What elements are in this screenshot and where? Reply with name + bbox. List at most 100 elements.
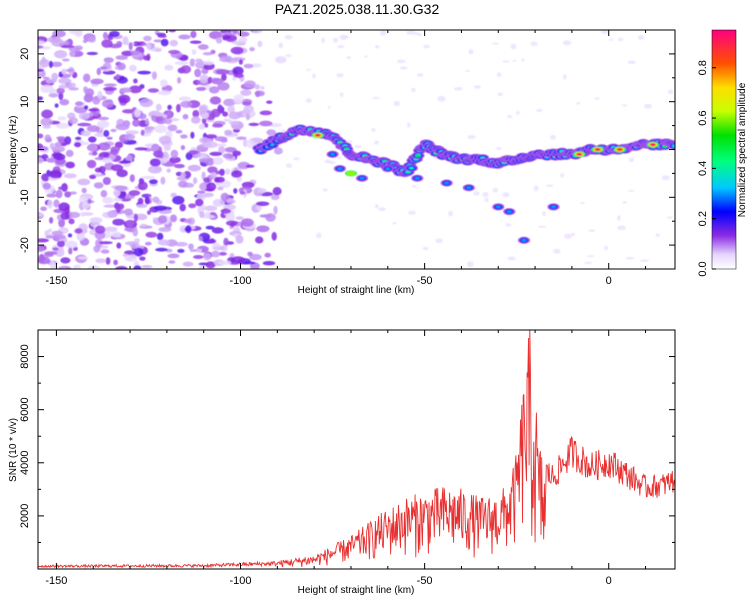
heatmap-noise-cell [83, 86, 88, 93]
heatmap-noise-cell [45, 235, 55, 239]
colorbar-tick-label: 0.0 [697, 261, 709, 276]
heatmap-noise-cell [83, 73, 91, 83]
heatmap-ridge-cell [409, 167, 414, 170]
heatmap-noise-cell [533, 185, 539, 192]
heatmap-noise-cell [170, 214, 177, 223]
heatmap-noise-cell [151, 71, 157, 80]
heatmap-noise-cell [52, 247, 59, 251]
heatmap-noise-cell [609, 38, 613, 41]
heatmap-noise-cell [99, 66, 108, 70]
heatmap-noise-cell [372, 96, 381, 100]
heatmap-noise-cell [239, 191, 246, 195]
heatmap-noise-cell [255, 90, 261, 98]
heatmap-noise-cell [580, 202, 585, 205]
heatmap-noise-cell [81, 187, 87, 194]
heatmap-noise-cell [57, 240, 65, 248]
heatmap-noise-cell [199, 211, 205, 219]
heatmap-ridge-cell [406, 171, 410, 173]
heatmap-noise-cell [220, 138, 228, 143]
heatmap-noise-cell [241, 181, 255, 189]
heatmap-noise-cell [638, 35, 644, 40]
heatmap-noise-cell [435, 238, 443, 244]
heatmap-noise-cell [255, 201, 270, 207]
heatmap-noise-cell [482, 191, 489, 198]
heatmap-noise-cell [51, 72, 59, 81]
heatmap-noise-cell [38, 238, 49, 243]
heatmap-noise-cell [232, 150, 242, 156]
heatmap-noise-cell [96, 67, 102, 76]
heatmap-blob [359, 176, 365, 180]
heatmap-noise-cell [244, 80, 256, 88]
heatmap-noise-cell [149, 158, 161, 167]
heatmap-noise-cell [74, 142, 82, 148]
heatmap-noise-cell [225, 220, 238, 226]
heatmap-noise-cell [666, 216, 673, 219]
heatmap-noise-cell [122, 109, 136, 114]
heatmap-noise-cell [238, 59, 243, 65]
heatmap-noise-cell [199, 74, 209, 84]
heatmap-noise-cell [255, 236, 264, 244]
heatmap-noise-cell [496, 147, 502, 150]
heatmap-noise-cell [621, 104, 627, 107]
heatmap-noise-cell [38, 45, 44, 49]
heatmap-noise-cell [563, 74, 567, 80]
heatmap-noise-cell [197, 190, 206, 194]
heatmap-noise-cell [205, 261, 216, 269]
heatmap-noise-cell [174, 241, 188, 247]
heatmap-noise-cell [49, 217, 54, 224]
heatmap-noise-cell [226, 199, 236, 204]
heatmap-noise-cell [217, 186, 224, 191]
heatmap-noise-cell [337, 45, 345, 49]
heatmap-noise-cell [77, 178, 91, 186]
heatmap-noise-cell [248, 122, 260, 127]
heatmap-noise-cell [189, 58, 195, 67]
heatmap-noise-cell [423, 44, 430, 49]
heatmap-noise-cell [220, 208, 232, 214]
heatmap-noise-cell [64, 136, 72, 145]
heatmap-noise-cell [45, 79, 57, 84]
heatmap-noise-cell [60, 142, 67, 147]
heatmap-noise-cell [505, 223, 512, 227]
heatmap-noise-cell [209, 96, 221, 105]
heatmap-noise-cell [60, 211, 70, 220]
heatmap-noise-cell [284, 35, 293, 40]
heatmap-noise-cell [215, 69, 230, 75]
heatmap-noise-cell [143, 55, 150, 61]
heatmap-noise-cell [502, 192, 510, 198]
heatmap-noise-cell [61, 68, 67, 75]
heatmap-noise-cell [627, 60, 636, 65]
heatmap-noise-cell [337, 156, 342, 160]
spectrogram-x-ticks: -150 -100 -50 0 [45, 30, 647, 287]
heatmap-noise-cell [321, 37, 325, 44]
heatmap-noise-cell [178, 34, 191, 40]
heatmap-noise-cell [93, 182, 104, 189]
heatmap-noise-cell [88, 108, 100, 112]
heatmap-noise-cell [44, 251, 58, 255]
heatmap-noise-cell [48, 170, 62, 179]
heatmap-noise-cell [102, 157, 112, 164]
heatmap-noise-cell [571, 233, 576, 236]
heatmap-noise-cell [77, 256, 89, 260]
heatmap-noise-cell [228, 120, 240, 125]
heatmap-noise-cell [103, 57, 114, 63]
heatmap-noise-cell [86, 125, 100, 132]
heatmap-noise-cell [153, 112, 165, 117]
heatmap-noise-cell [56, 136, 66, 140]
heatmap-noise-cell [473, 85, 481, 89]
heatmap-noise-cell [177, 248, 185, 253]
heatmap-noise-cell [125, 130, 139, 135]
heatmap-noise-cell [58, 218, 65, 228]
heatmap-noise-cell [496, 72, 502, 77]
heatmap-noise-cell [87, 198, 92, 204]
heatmap-noise-cell [198, 123, 205, 130]
heatmap-noise-cell [418, 33, 422, 37]
heatmap-noise-cell [604, 245, 609, 251]
heatmap-noise-cell [103, 204, 117, 208]
heatmap-noise-cell [42, 182, 51, 190]
heatmap-noise-cell [185, 225, 192, 234]
heatmap-noise-cell [232, 76, 237, 81]
heatmap-noise-cell [466, 261, 474, 268]
heatmap-noise-cell [305, 68, 312, 71]
heatmap-noise-cell [103, 130, 110, 137]
heatmap-noise-cell [144, 196, 150, 205]
